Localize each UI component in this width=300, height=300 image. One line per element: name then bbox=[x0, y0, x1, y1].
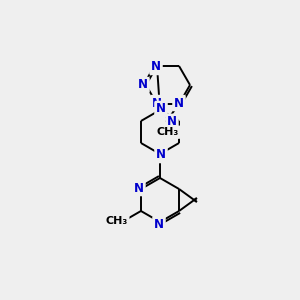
Text: N: N bbox=[174, 97, 184, 110]
Text: N: N bbox=[167, 116, 177, 128]
Text: N: N bbox=[156, 148, 166, 161]
Text: N: N bbox=[154, 218, 164, 230]
Text: N: N bbox=[152, 97, 162, 110]
Text: CH₃: CH₃ bbox=[157, 127, 179, 137]
Text: N: N bbox=[151, 60, 161, 74]
Text: N: N bbox=[156, 103, 166, 116]
Text: CH₃: CH₃ bbox=[106, 216, 128, 226]
Text: N: N bbox=[138, 79, 148, 92]
Text: N: N bbox=[134, 182, 144, 194]
